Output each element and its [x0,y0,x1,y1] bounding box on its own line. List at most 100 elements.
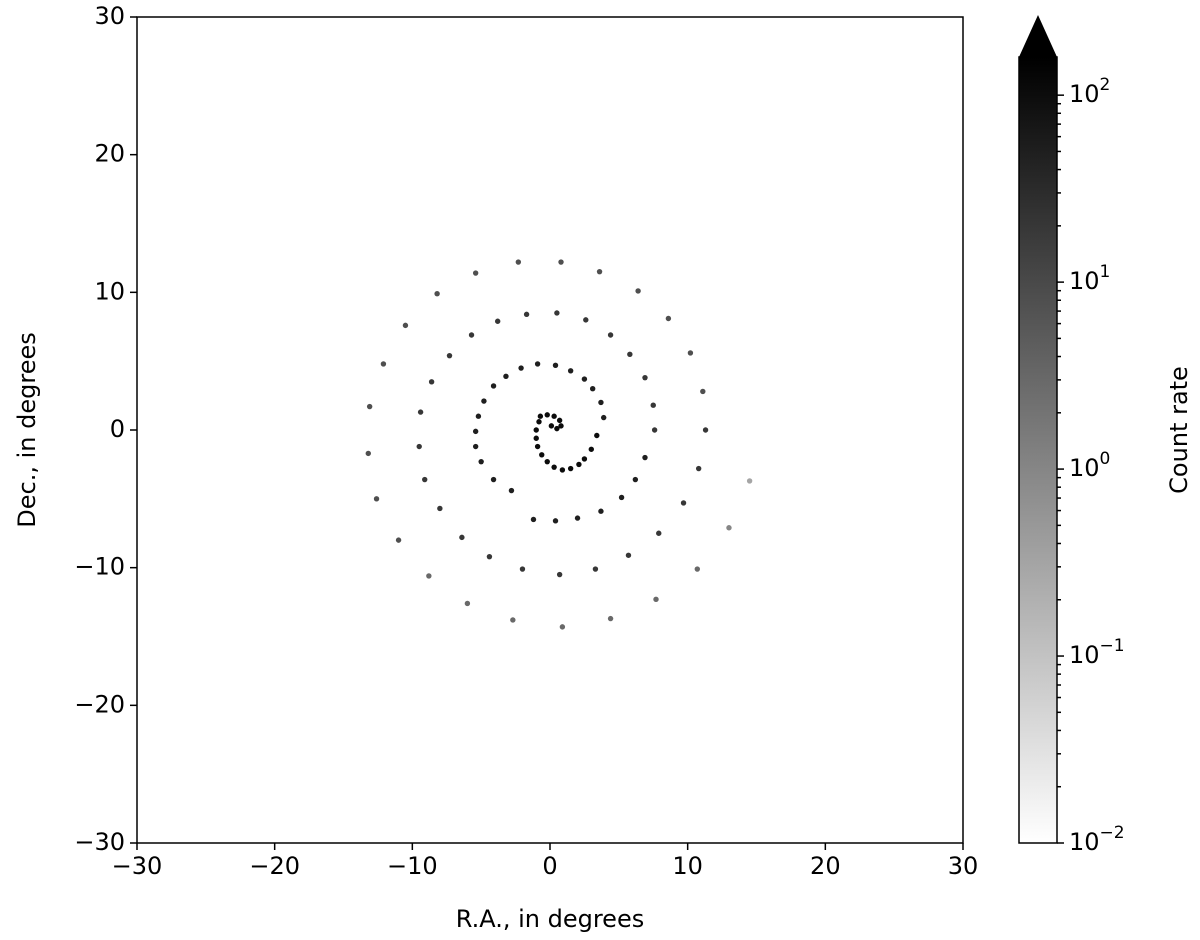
colorbar-extend [1019,15,1057,57]
point [530,516,537,523]
point [539,452,545,458]
point [434,291,440,297]
point [544,412,550,418]
point [687,350,694,356]
point [594,432,600,439]
point [558,423,564,429]
point [373,496,380,502]
point [537,413,544,419]
point [559,467,566,473]
point [567,368,574,374]
point [366,403,373,410]
point [548,423,555,429]
x-axis-label: R.A., in degrees [456,905,644,933]
point [475,413,482,419]
point [554,425,560,432]
point [510,617,516,623]
point [534,443,541,450]
point [533,427,539,433]
point [583,317,589,323]
point [625,552,632,558]
point [556,417,563,424]
point [494,318,501,324]
point [536,419,542,425]
point [650,402,656,408]
y-tick-label: −10 [74,553,125,581]
x-tick-label: 20 [810,852,841,880]
point [490,383,497,389]
point [428,379,435,385]
point [598,508,604,514]
point [574,515,581,521]
point [554,310,560,316]
point [702,427,709,433]
y-axis-label: Dec., in degrees [13,332,41,527]
point [490,476,497,483]
y-tick-label: −20 [74,690,125,718]
point [627,351,633,357]
point [665,315,672,322]
point [607,332,614,338]
point [478,458,484,465]
y-tick-label: 0 [110,415,125,443]
point [486,553,493,560]
y-tick-label: 20 [94,140,125,168]
point [600,414,607,421]
point [651,427,658,433]
point [402,322,409,329]
point [481,398,487,404]
point [416,443,422,450]
point [518,365,524,371]
y-tick-label: 10 [94,277,125,305]
point [618,494,625,501]
point [581,456,588,462]
point [694,566,701,572]
point [726,525,732,531]
point [533,435,539,441]
colorbar-tick-label: 102 [1069,75,1110,108]
point [635,288,641,294]
x-tick-label: −10 [387,852,438,880]
point [422,476,428,483]
point [464,600,471,607]
x-tick-label: 30 [948,852,979,880]
colorbar [1019,57,1057,843]
colorbar-tick-label: 10−1 [1069,636,1125,669]
y-tick-label: −30 [74,828,125,856]
point [446,352,453,359]
colorbar-frame [1018,56,1058,844]
point [551,413,557,419]
point [589,386,596,392]
point [556,571,563,578]
point [598,399,604,406]
point [472,443,479,450]
point [746,478,753,484]
colorbar-tick-label: 10−2 [1069,823,1125,856]
point [534,361,541,367]
plot-frame [136,16,964,844]
point [642,374,648,381]
point [632,476,639,483]
point [437,505,443,512]
point [552,362,559,368]
point [472,270,479,276]
point [695,465,702,472]
point [559,624,566,630]
point [588,446,594,452]
point [700,388,706,395]
point [551,464,557,470]
point [680,500,687,506]
x-tick-label: −30 [112,852,163,880]
point [417,409,424,415]
point [581,376,588,382]
point [642,454,648,461]
point [508,487,515,494]
point [596,268,603,275]
point [365,450,371,457]
point [515,259,522,265]
colorbar-tick-label: 100 [1069,449,1110,482]
point [523,311,530,318]
point [567,465,574,472]
point [380,361,387,367]
